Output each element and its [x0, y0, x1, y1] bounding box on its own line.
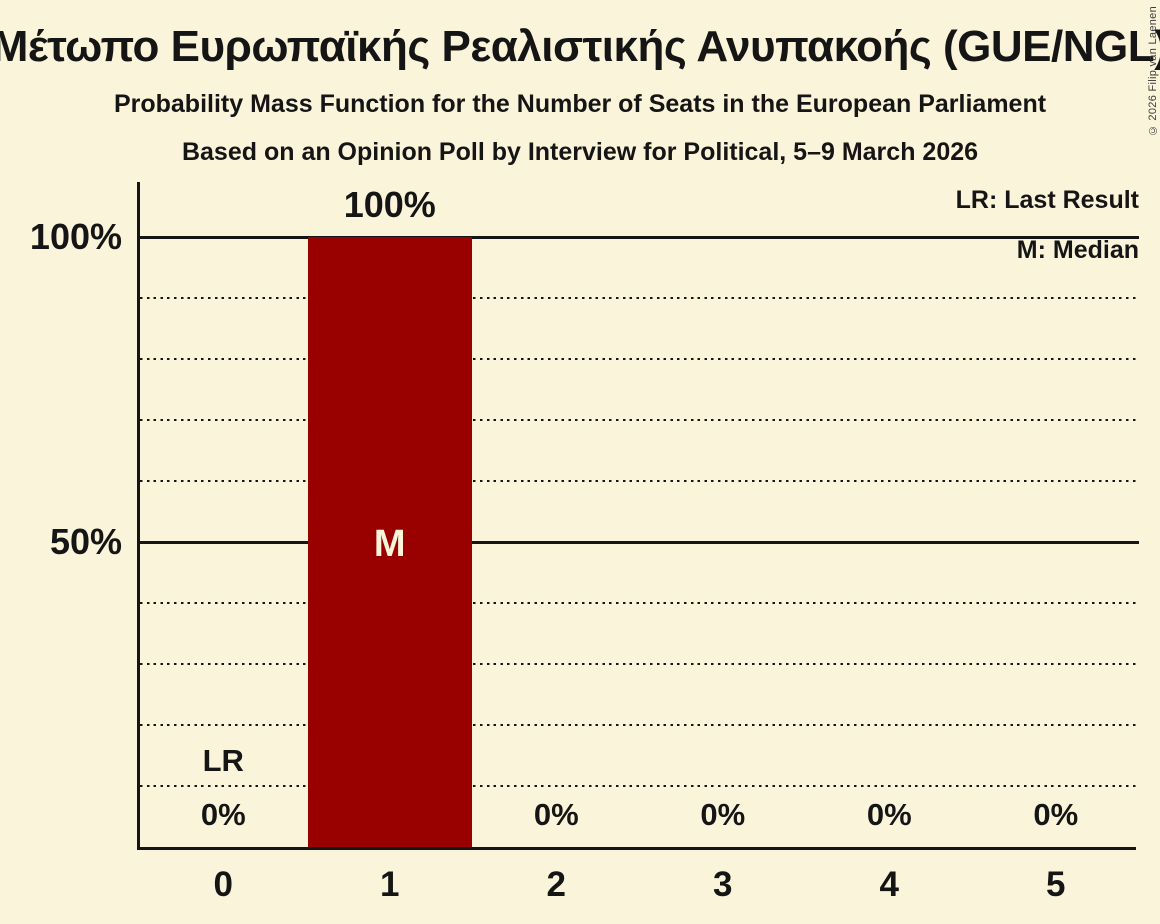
bar-seat-1	[307, 237, 472, 847]
value-label-seat-2: 0%	[533, 797, 579, 832]
gridline-dotted-40pct	[140, 602, 1139, 604]
value-label-seat-0: 0%	[200, 797, 246, 832]
gridline-dotted-80pct	[140, 358, 1139, 360]
x-axis-tick-label-5: 5	[1046, 865, 1066, 904]
gridline-dotted-90pct	[140, 297, 1139, 299]
x-axis-tick-label-1: 1	[380, 865, 400, 904]
x-axis-line	[137, 847, 1136, 850]
value-label-seat-3: 0%	[700, 797, 746, 832]
value-label-seat-4: 0%	[866, 797, 912, 832]
copyright-notice: © 2026 Filip van Laenen	[1147, 6, 1159, 137]
x-axis-tick-label-3: 3	[713, 865, 733, 904]
x-axis-tick-label-2: 2	[546, 865, 566, 904]
y-axis-tick-label-50pct: 50%	[49, 521, 122, 562]
x-axis-tick-label-0: 0	[213, 865, 233, 904]
gridline-dotted-10pct	[140, 785, 1139, 787]
median-marker: M	[373, 523, 406, 565]
gridline-dotted-30pct	[140, 663, 1139, 665]
gridline-dotted-60pct	[140, 480, 1139, 482]
chart-subtitle: Probability Mass Function for the Number…	[113, 90, 1047, 118]
gridline-dotted-20pct	[140, 724, 1139, 726]
legend-last-result: LR: Last Result	[955, 186, 1139, 214]
legend-median: M: Median	[1016, 236, 1139, 264]
last-result-marker: LR	[202, 743, 244, 778]
y-axis-line	[137, 182, 140, 850]
chart-title: Μέτωπο Ευρωπαϊκής Ρεαλιστικής Ανυπακοής …	[0, 22, 1160, 71]
chart-poll-source: Based on an Opinion Poll by Interview fo…	[181, 138, 979, 166]
gridline-solid-50pct	[140, 540, 1139, 544]
value-label-seat-1: 100%	[343, 184, 436, 225]
y-axis-tick-label-100pct: 100%	[29, 216, 122, 257]
value-label-seat-5: 0%	[1033, 797, 1079, 832]
x-axis-tick-label-4: 4	[879, 865, 899, 904]
gridline-dotted-70pct	[140, 419, 1139, 421]
gridline-solid-100pct	[140, 235, 1139, 239]
